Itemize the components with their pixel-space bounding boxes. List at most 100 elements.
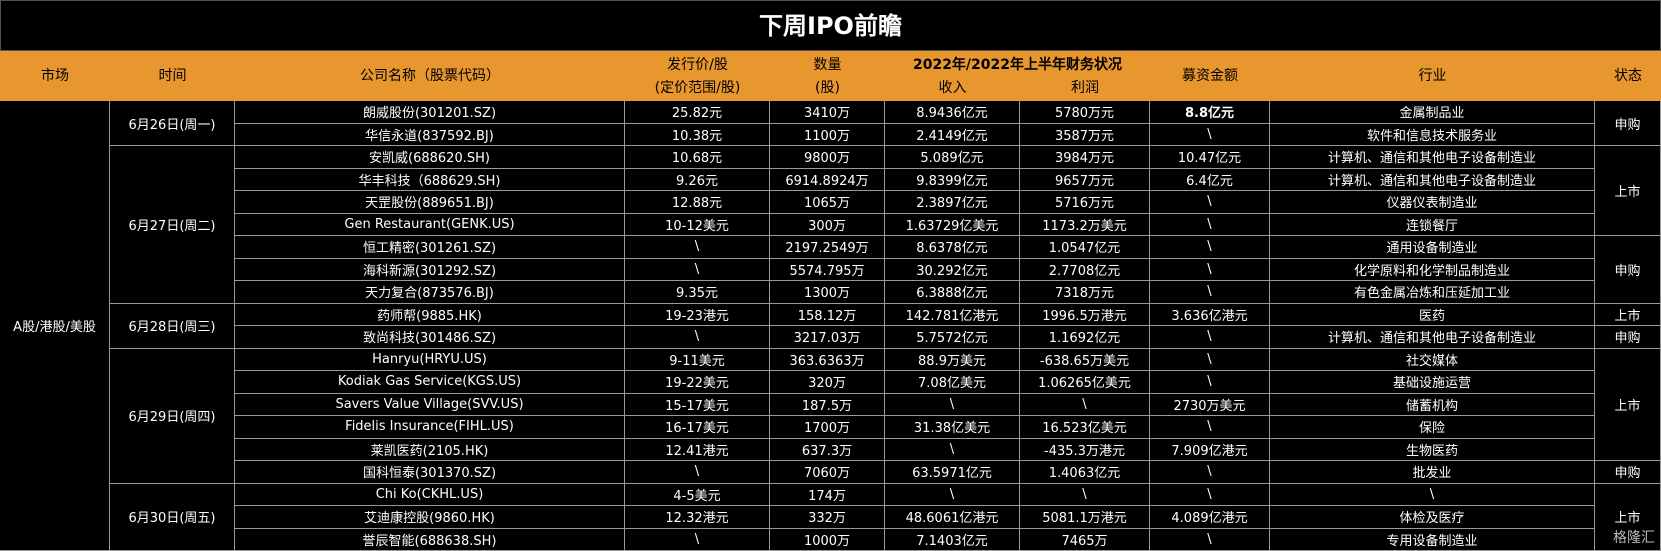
header-time: 时间 <box>158 68 187 84</box>
price-cell: \ <box>625 258 770 281</box>
revenue-cell: 5.7572亿元 <box>885 326 1020 349</box>
market-cell: A股/港股/美股 <box>0 101 110 551</box>
header-status: 状态 <box>1614 68 1642 84</box>
header-price-line2: (定价范围/股) <box>654 80 741 96</box>
price-cell: 12.88元 <box>625 191 770 214</box>
header-qty-line1: 数量 <box>813 57 842 73</box>
company-cell: Savers Value Village(SVV.US) <box>235 393 625 416</box>
industry-cell: 生物医药 <box>1270 438 1595 461</box>
raise-cell: \ <box>1150 258 1270 281</box>
company-cell: Chi Ko(CKHL.US) <box>235 483 625 506</box>
status-cell: 申购 <box>1595 236 1661 304</box>
company-cell: 国科恒泰(301370.SZ) <box>235 461 625 484</box>
raise-cell: \ <box>1150 371 1270 394</box>
company-cell: 艾迪康控股(9860.HK) <box>235 506 625 529</box>
industry-cell: 连锁餐厅 <box>1270 213 1595 236</box>
quantity-cell: 1100万 <box>770 123 885 146</box>
revenue-cell: 2.4149亿元 <box>885 123 1020 146</box>
company-cell: 誉辰智能(688638.SH) <box>235 528 625 551</box>
revenue-cell: 7.1403亿元 <box>885 528 1020 551</box>
industry-cell: 通用设备制造业 <box>1270 236 1595 259</box>
header-market: 市场 <box>41 68 69 84</box>
profit-cell: 9657万元 <box>1020 168 1150 191</box>
watermark: 格隆汇 <box>1613 530 1655 546</box>
raise-cell: \ <box>1150 123 1270 146</box>
company-cell: 安凯威(688620.SH) <box>235 146 625 169</box>
profit-cell: 5716万元 <box>1020 191 1150 214</box>
raise-cell: \ <box>1150 528 1270 551</box>
raise-cell: 6.4亿元 <box>1150 168 1270 191</box>
quantity-cell: 1300万 <box>770 281 885 304</box>
industry-cell: 化学原料和化学制品制造业 <box>1270 258 1595 281</box>
profit-cell: -638.65万美元 <box>1020 348 1150 371</box>
company-cell: Gen Restaurant(GENK.US) <box>235 213 625 236</box>
date-cell: 6月28日(周三) <box>110 303 235 349</box>
price-cell: 19-23港元 <box>625 303 770 326</box>
company-cell: Fidelis Insurance(FIHL.US) <box>235 416 625 439</box>
industry-cell: 体检及医疗 <box>1270 506 1595 529</box>
quantity-cell: 637.3万 <box>770 438 885 461</box>
table-header: 市场 时间 公司名称（股票代码） 发行价/股 (定价范围/股) 数量 (股) 2… <box>0 51 1661 101</box>
quantity-cell: 2197.2549万 <box>770 236 885 259</box>
price-cell: 12.32港元 <box>625 506 770 529</box>
industry-cell: 社交媒体 <box>1270 348 1595 371</box>
quantity-cell: 3410万 <box>770 101 885 124</box>
revenue-cell: \ <box>885 483 1020 506</box>
company-cell: 天罡股份(889651.BJ) <box>235 191 625 214</box>
profit-cell: 5081.1万港元 <box>1020 506 1150 529</box>
header-company: 公司名称（股票代码） <box>360 68 500 84</box>
date-cell: 6月26日(周一) <box>110 101 235 146</box>
raise-cell: \ <box>1150 326 1270 349</box>
revenue-cell: 30.292亿元 <box>885 258 1020 281</box>
profit-cell: -435.3万港元 <box>1020 438 1150 461</box>
company-cell: Hanryu(HRYU.US) <box>235 348 625 371</box>
industry-cell: 仪器仪表制造业 <box>1270 191 1595 214</box>
raise-cell: 4.089亿港元 <box>1150 506 1270 529</box>
industry-cell: 软件和信息技术服务业 <box>1270 123 1595 146</box>
revenue-cell: 31.38亿美元 <box>885 416 1020 439</box>
revenue-cell: 5.089亿元 <box>885 146 1020 169</box>
quantity-cell: 7060万 <box>770 461 885 484</box>
company-cell: Kodiak Gas Service(KGS.US) <box>235 371 625 394</box>
profit-cell: 1996.5万港元 <box>1020 303 1150 326</box>
raise-cell: \ <box>1150 213 1270 236</box>
profit-cell: 1173.2万美元 <box>1020 213 1150 236</box>
status-cell: 上市 <box>1595 303 1661 326</box>
quantity-cell: 9800万 <box>770 146 885 169</box>
price-cell: 9.35元 <box>625 281 770 304</box>
price-cell: 25.82元 <box>625 101 770 124</box>
raise-cell: 10.47亿元 <box>1150 146 1270 169</box>
revenue-cell: \ <box>885 393 1020 416</box>
quantity-cell: 158.12万 <box>770 303 885 326</box>
company-cell: 天力复合(873576.BJ) <box>235 281 625 304</box>
raise-cell: 8.8亿元 <box>1150 101 1270 124</box>
industry-cell: 计算机、通信和其他电子设备制造业 <box>1270 326 1595 349</box>
quantity-cell: 1700万 <box>770 416 885 439</box>
price-cell: \ <box>625 528 770 551</box>
company-cell: 华信永道(837592.BJ) <box>235 123 625 146</box>
raise-cell: \ <box>1150 416 1270 439</box>
revenue-cell: 48.6061亿港元 <box>885 506 1020 529</box>
header-qty-line2: (股) <box>815 80 840 96</box>
raise-cell: \ <box>1150 236 1270 259</box>
price-cell: \ <box>625 461 770 484</box>
raise-cell: \ <box>1150 281 1270 304</box>
profit-cell: 1.06265亿美元 <box>1020 371 1150 394</box>
quantity-cell: 363.6363万 <box>770 348 885 371</box>
header-industry: 行业 <box>1418 68 1447 84</box>
date-cell: 6月29日(周四) <box>110 348 235 484</box>
quantity-cell: 174万 <box>770 483 885 506</box>
company-cell: 莱凯医药(2105.HK) <box>235 438 625 461</box>
price-cell: 9-11美元 <box>625 348 770 371</box>
price-cell: 4-5美元 <box>625 483 770 506</box>
quantity-cell: 1000万 <box>770 528 885 551</box>
status-cell: 申购 <box>1595 326 1661 349</box>
raise-cell: \ <box>1150 483 1270 506</box>
profit-cell: 3984万元 <box>1020 146 1150 169</box>
company-cell: 海科新源(301292.SZ) <box>235 258 625 281</box>
price-cell: 15-17美元 <box>625 393 770 416</box>
revenue-cell: 9.8399亿元 <box>885 168 1020 191</box>
raise-cell: \ <box>1150 348 1270 371</box>
industry-cell: 储蓄机构 <box>1270 393 1595 416</box>
revenue-cell: 142.781亿港元 <box>885 303 1020 326</box>
